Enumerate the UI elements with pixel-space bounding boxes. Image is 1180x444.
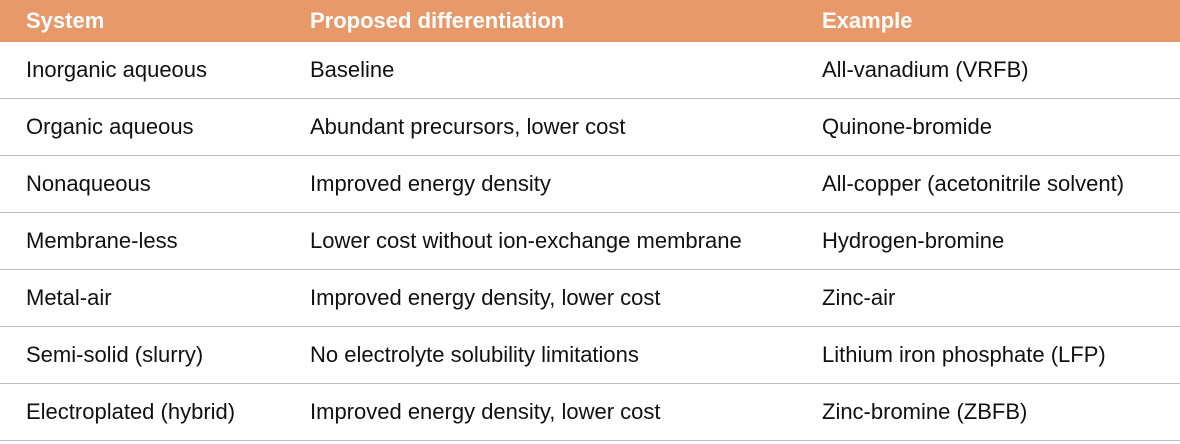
cell-example: All-copper (acetonitrile solvent) [810, 155, 1180, 213]
cell-differentiation: Improved energy density, lower cost [300, 383, 810, 441]
table-row: Nonaqueous Improved energy density All-c… [0, 155, 1180, 213]
cell-differentiation: Improved energy density [300, 155, 810, 213]
table-body: Inorganic aqueous Baseline All-vanadium … [0, 42, 1180, 441]
table-row: Semi-solid (slurry) No electrolyte solub… [0, 326, 1180, 384]
table-row: Electroplated (hybrid) Improved energy d… [0, 383, 1180, 441]
header-system: System [26, 8, 105, 33]
cell-system: Organic aqueous [0, 98, 300, 156]
cell-differentiation: No electrolyte solubility limitations [300, 326, 810, 384]
cell-system: Electroplated (hybrid) [0, 383, 300, 441]
cell-system: Nonaqueous [0, 155, 300, 213]
cell-differentiation: Abundant precursors, lower cost [300, 98, 810, 156]
table-row: Inorganic aqueous Baseline All-vanadium … [0, 42, 1180, 99]
cell-system: Inorganic aqueous [0, 42, 300, 99]
cell-differentiation: Improved energy density, lower cost [300, 269, 810, 327]
table-header: System Proposed differentiation Example [0, 0, 1180, 42]
cell-example: Hydrogen-bromine [810, 212, 1180, 270]
cell-example: Quinone-bromide [810, 98, 1180, 156]
header-proposed-differentiation: Proposed differentiation [310, 8, 565, 33]
cell-example: Zinc-air [810, 269, 1180, 327]
table-row: Membrane-less Lower cost without ion-exc… [0, 212, 1180, 270]
header-example: Example [822, 8, 913, 33]
cell-example: All-vanadium (VRFB) [810, 42, 1180, 99]
table-row: Metal-air Improved energy density, lower… [0, 269, 1180, 327]
cell-example: Lithium iron phosphate (LFP) [810, 326, 1180, 384]
cell-differentiation: Baseline [300, 42, 810, 99]
header-row: System Proposed differentiation Example [0, 0, 1180, 42]
table-row: Organic aqueous Abundant precursors, low… [0, 98, 1180, 156]
cell-system: Semi-solid (slurry) [0, 326, 300, 384]
cell-system: Metal-air [0, 269, 300, 327]
cell-system: Membrane-less [0, 212, 300, 270]
cell-example: Zinc-bromine (ZBFB) [810, 383, 1180, 441]
cell-differentiation: Lower cost without ion-exchange membrane [300, 212, 810, 270]
